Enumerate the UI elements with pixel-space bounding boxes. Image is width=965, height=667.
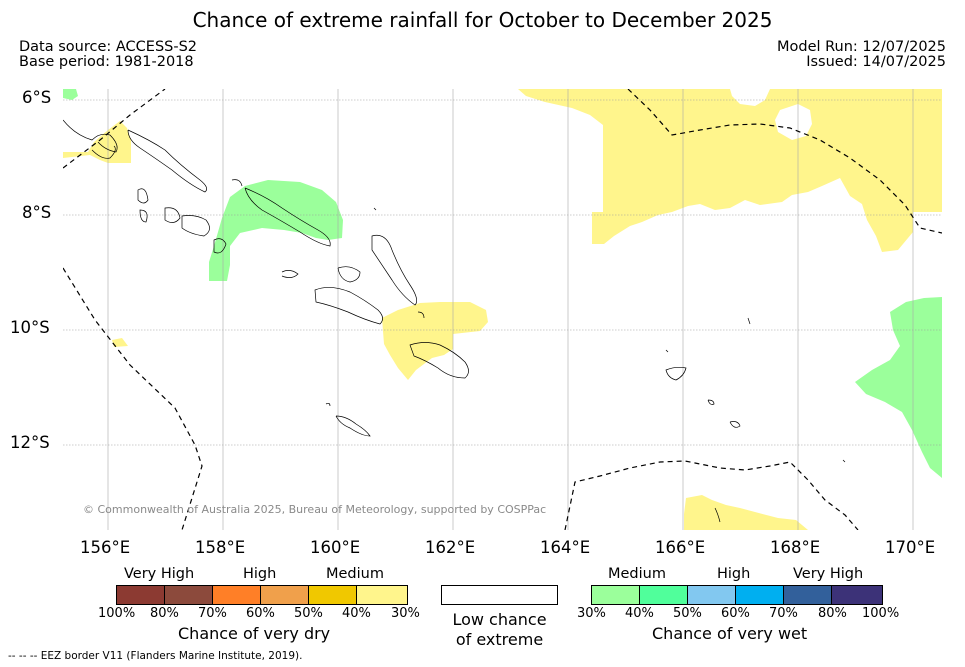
dry-medium-region-south	[684, 495, 808, 530]
model-run: Model Run: 12/07/2025	[776, 39, 946, 55]
dry-tick-30: 30%	[391, 606, 420, 621]
eez-footnote: -- -- -- EEZ border V11 (Flanders Marine…	[8, 650, 303, 662]
dry-legend-title: Chance of very dry	[178, 624, 331, 643]
wet-swatch-60-70	[736, 586, 784, 604]
lat-tick-8s: 8°S	[22, 203, 52, 222]
wet-medium-region-nw	[63, 89, 78, 100]
wet-group-very-high: Very High	[793, 566, 864, 582]
wet-swatch-50-60	[688, 586, 736, 604]
lon-tick-166e: 166°E	[655, 538, 706, 557]
dry-medium-region-east	[518, 89, 942, 252]
copyright-notice: © Commonwealth of Australia 2025, Bureau…	[83, 503, 547, 516]
lon-tick-156e: 156°E	[80, 538, 131, 557]
lon-tick-164e: 164°E	[540, 538, 591, 557]
dry-swatch-40-30	[357, 586, 407, 604]
islands	[63, 119, 846, 523]
wet-swatch-70-80	[784, 586, 832, 604]
dry-tick-40: 40%	[342, 606, 371, 621]
base-period: Base period: 1981-2018	[19, 54, 194, 70]
dry-swatch-80-70	[165, 586, 213, 604]
wet-swatch-80-100	[832, 586, 882, 604]
dry-group-very-high: Very High	[124, 566, 195, 582]
dry-swatch-100-80	[117, 586, 165, 604]
dry-swatch-70-60	[213, 586, 261, 604]
wet-tick-80: 80%	[818, 606, 847, 621]
wet-tick-60: 60%	[721, 606, 750, 621]
wet-group-medium: Medium	[608, 566, 666, 582]
dry-group-medium: Medium	[326, 566, 384, 582]
dry-colorbar	[116, 585, 408, 605]
dry-medium-region-central	[382, 302, 488, 380]
dry-tick-50: 50%	[294, 606, 323, 621]
lon-tick-162e: 162°E	[425, 538, 476, 557]
lon-gridlines	[107, 89, 914, 530]
lon-tick-158e: 158°E	[195, 538, 246, 557]
eez-borders	[63, 89, 942, 530]
wet-medium-region-east	[855, 297, 942, 478]
wet-group-high: High	[717, 566, 751, 582]
dry-swatch-60-50	[261, 586, 309, 604]
dry-swatch-50-40	[309, 586, 357, 604]
low-chance-label-line1: Low chance	[452, 610, 547, 629]
wet-medium-region-solomons	[209, 180, 343, 281]
low-chance-swatch	[441, 585, 558, 605]
data-source: Data source: ACCESS-S2	[19, 39, 198, 55]
wet-tick-100: 100%	[862, 606, 900, 621]
wet-tick-40: 40%	[625, 606, 654, 621]
issued-date: Issued: 14/07/2025	[806, 54, 946, 70]
wet-legend-title: Chance of very wet	[652, 624, 808, 643]
low-chance-label-line2: of extreme	[455, 630, 544, 649]
dry-tick-70: 70%	[198, 606, 227, 621]
wet-colorbar	[591, 585, 883, 605]
wet-swatch-30-40	[592, 586, 640, 604]
wet-swatch-40-50	[640, 586, 688, 604]
chart-title: Chance of extreme rainfall for October t…	[192, 8, 773, 32]
lat-tick-12s: 12°S	[10, 433, 50, 452]
lon-tick-168e: 168°E	[770, 538, 821, 557]
dry-tick-100: 100%	[98, 606, 136, 621]
wet-tick-70: 70%	[769, 606, 798, 621]
lat-gridlines	[63, 99, 942, 446]
wet-tick-30: 30%	[577, 606, 606, 621]
dry-tick-80: 80%	[150, 606, 179, 621]
lon-tick-170e: 170°E	[885, 538, 936, 557]
lat-tick-6s: 6°S	[22, 88, 52, 107]
wet-tick-50: 50%	[673, 606, 702, 621]
dry-group-high: High	[243, 566, 277, 582]
lon-tick-160e: 160°E	[310, 538, 361, 557]
dry-medium-region-west	[63, 121, 131, 163]
dry-tick-60: 60%	[246, 606, 275, 621]
lat-tick-10s: 10°S	[10, 318, 50, 337]
